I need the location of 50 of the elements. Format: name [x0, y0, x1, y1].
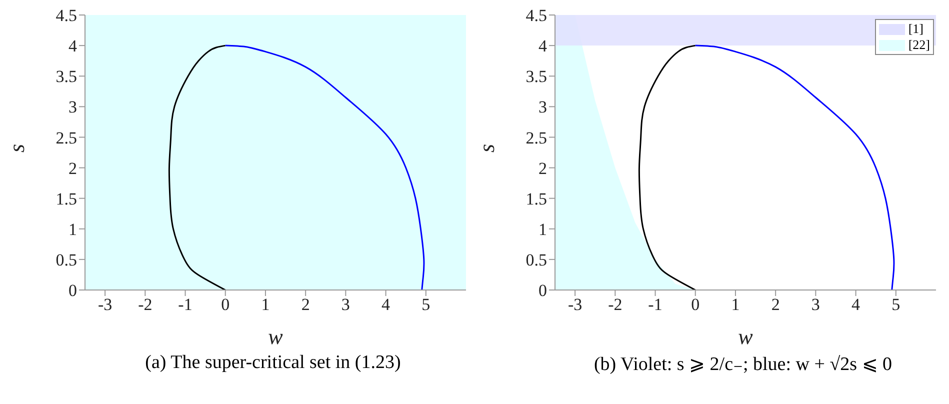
- y-tick-label: 4.5: [56, 6, 77, 26]
- x-tick-label: -2: [608, 295, 622, 314]
- x-tick-label: 2: [771, 295, 780, 314]
- text: (b) Violet: s ⩾ 2/c₋; blue: w + √2s ⩽ 0: [592, 353, 894, 376]
- y-tick-label: 1: [538, 220, 547, 239]
- y-tick-label: 1: [68, 220, 77, 239]
- y-tick-label: 2.5: [526, 128, 547, 148]
- y-tick-label: 1.5: [526, 189, 547, 208]
- legend-label: [22]: [908, 37, 930, 53]
- y-axis-title: s: [4, 144, 29, 152]
- y-tick-label: 3: [68, 98, 77, 117]
- y-tick-label: 0.5: [56, 250, 77, 270]
- y-tick-label: 1.5: [56, 189, 77, 208]
- y-tick-label: 3: [538, 98, 547, 117]
- x-tick-label: 3: [811, 295, 820, 314]
- y-tick-label: 3.5: [56, 67, 77, 86]
- y-tick-label: 4: [538, 36, 548, 56]
- text: (a) The super-critical set in (1.23): [144, 352, 402, 374]
- x-tick-label: -3: [98, 295, 112, 314]
- band-label: [1]: [908, 21, 924, 37]
- x-axis-title: w: [738, 324, 754, 349]
- line-series: [168, 44, 226, 290]
- x-tick-label: 4: [852, 295, 861, 314]
- line-series: [638, 44, 696, 290]
- y-axis-title: s: [474, 144, 499, 152]
- y-tick-label: 0: [68, 281, 77, 300]
- y-tick-label: 3.5: [526, 67, 547, 86]
- x-tick-label: -1: [178, 295, 192, 314]
- x-tick-label: 1: [731, 295, 740, 314]
- x-tick-label: 5: [892, 295, 900, 314]
- x-tick-label: 2: [301, 295, 310, 314]
- x-tick-label: 5: [422, 295, 430, 314]
- x-tick-label: 4: [382, 295, 391, 314]
- x-tick-label: 1: [261, 295, 270, 314]
- y-tick-label: 2: [538, 158, 547, 178]
- x-tick-label: -1: [648, 295, 662, 314]
- x-tick-label: -3: [568, 295, 582, 314]
- x-tick-label: 3: [341, 295, 350, 314]
- y-tick-label: 2: [68, 158, 77, 178]
- x-axis-title: w: [268, 324, 284, 349]
- y-tick-label: 4.5: [526, 6, 547, 26]
- x-tick-label: -2: [138, 295, 152, 314]
- line-series: [224, 44, 425, 290]
- y-tick-label: 4: [68, 36, 78, 56]
- x-tick-label: 0: [691, 295, 700, 314]
- y-tick-label: 0.5: [526, 250, 547, 270]
- x-tick-label: 0: [221, 295, 230, 314]
- y-tick-label: 2.5: [56, 128, 77, 148]
- line-series: [694, 44, 895, 290]
- y-tick-label: 0: [538, 281, 547, 300]
